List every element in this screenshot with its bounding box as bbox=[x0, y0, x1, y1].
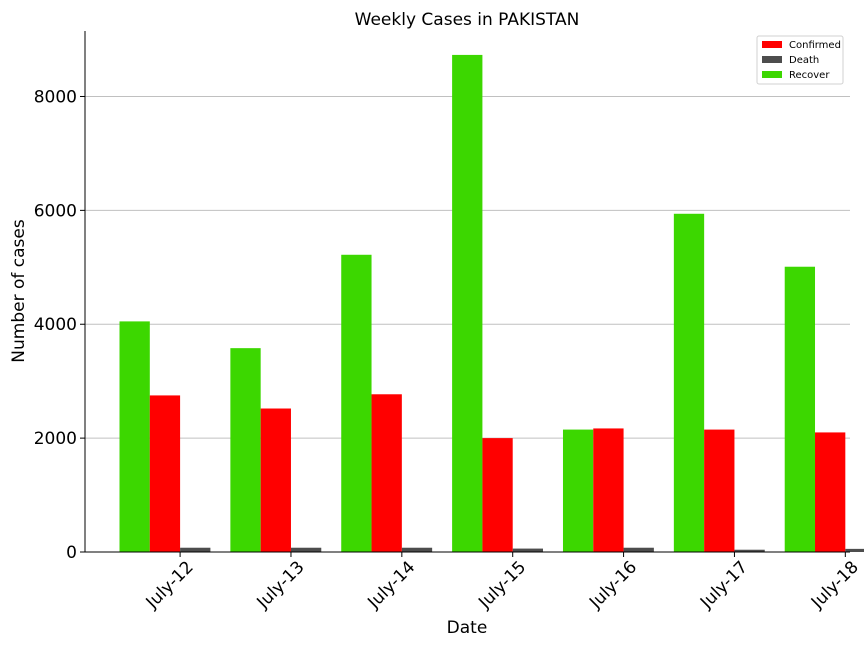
bar-death-july-15 bbox=[512, 548, 544, 552]
x-tick-label: July-12 bbox=[142, 557, 198, 613]
bar-death-july-18 bbox=[845, 548, 864, 552]
y-tick-label: 2000 bbox=[34, 429, 77, 449]
y-tick-label: 6000 bbox=[34, 201, 77, 221]
legend-swatch-confirmed bbox=[762, 41, 782, 48]
bar-death-july-14 bbox=[401, 547, 433, 552]
legend-swatch-recover bbox=[762, 71, 782, 78]
chart-title: Weekly Cases in PAKISTAN bbox=[355, 10, 580, 30]
bar-recover-july-14 bbox=[341, 254, 372, 552]
legend-swatch-death bbox=[762, 56, 782, 63]
x-tick-label: July-17 bbox=[696, 557, 752, 613]
legend-label-recover: Recover bbox=[789, 70, 830, 81]
legend: Confirmed Death Recover bbox=[756, 35, 844, 85]
bar-confirmed-july-13 bbox=[260, 408, 291, 552]
legend-label-death: Death bbox=[789, 55, 819, 66]
y-tick-label: 0 bbox=[66, 543, 77, 563]
bar-death-july-16 bbox=[623, 547, 654, 552]
y-tick-label: 8000 bbox=[34, 87, 77, 107]
bar-recover-july-18 bbox=[784, 266, 816, 552]
x-tick-label: July-14 bbox=[363, 557, 419, 613]
x-axis-label: Date bbox=[447, 618, 488, 638]
bar-confirmed-july-18 bbox=[815, 432, 846, 552]
x-tick-label: July-15 bbox=[474, 557, 530, 613]
bar-confirmed-july-16 bbox=[593, 428, 624, 552]
bar-recover-july-17 bbox=[673, 213, 705, 553]
y-axis-ticks: 0 2000 4000 6000 8000 bbox=[34, 87, 85, 563]
bar-recover-july-12 bbox=[119, 321, 150, 552]
axes bbox=[84, 31, 850, 553]
x-tick-label: July-16 bbox=[585, 557, 641, 613]
y-axis-label: Number of cases bbox=[9, 219, 29, 363]
bar-confirmed-july-15 bbox=[482, 438, 513, 552]
bar-confirmed-july-17 bbox=[704, 429, 735, 552]
bar-death-july-17 bbox=[734, 549, 765, 552]
bar-confirmed-july-14 bbox=[371, 394, 402, 552]
legend-label-confirmed: Confirmed bbox=[789, 40, 841, 51]
bar-confirmed-july-12 bbox=[149, 395, 181, 552]
bar-death-july-13 bbox=[290, 547, 322, 552]
bar-recover-july-15 bbox=[452, 54, 483, 552]
x-tick-label: July-13 bbox=[253, 557, 309, 613]
bar-death-july-12 bbox=[180, 547, 211, 552]
bars bbox=[119, 54, 864, 553]
x-tick-label: July-18 bbox=[807, 557, 863, 613]
bar-recover-july-13 bbox=[230, 348, 261, 552]
x-axis-ticks: July-12 July-13 July-14 July-15 July-16 July-… bbox=[142, 552, 863, 613]
bar-recover-july-16 bbox=[562, 429, 594, 552]
y-tick-label: 4000 bbox=[34, 315, 77, 335]
